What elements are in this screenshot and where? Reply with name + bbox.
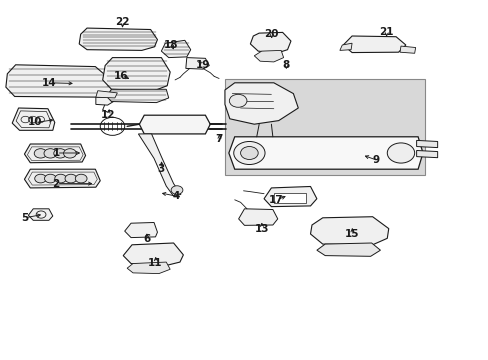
Circle shape [386,143,414,163]
Circle shape [65,174,77,183]
Text: 15: 15 [344,229,359,239]
Polygon shape [12,108,55,130]
Text: 6: 6 [143,234,150,244]
Circle shape [44,174,56,183]
Text: 4: 4 [172,191,180,201]
Text: 20: 20 [264,29,278,39]
Text: 7: 7 [215,134,223,144]
Polygon shape [310,217,388,245]
Polygon shape [123,243,183,266]
Polygon shape [106,89,168,103]
Circle shape [55,174,66,183]
Polygon shape [79,28,157,50]
Polygon shape [161,40,190,58]
Text: 13: 13 [254,224,268,234]
Circle shape [233,141,264,165]
Polygon shape [399,46,415,53]
Polygon shape [102,58,170,91]
Text: 14: 14 [41,78,56,88]
Text: 11: 11 [148,258,163,268]
Text: 10: 10 [28,117,42,127]
Circle shape [63,149,76,158]
Text: 21: 21 [378,27,393,37]
Polygon shape [138,134,181,196]
Text: 17: 17 [268,195,283,205]
Polygon shape [224,83,298,124]
Polygon shape [96,95,113,105]
Circle shape [240,147,258,159]
Polygon shape [24,144,85,163]
Text: 3: 3 [158,164,164,174]
Polygon shape [416,140,437,148]
Polygon shape [139,115,210,134]
Text: 12: 12 [100,110,115,120]
Polygon shape [24,169,100,188]
Circle shape [34,149,47,158]
Text: 22: 22 [115,17,129,27]
Polygon shape [238,209,277,225]
Text: 9: 9 [372,155,379,165]
Polygon shape [224,79,425,175]
Text: 5: 5 [21,213,28,223]
Polygon shape [343,36,405,53]
Polygon shape [185,58,209,69]
Polygon shape [96,91,117,98]
Polygon shape [6,65,115,97]
Text: 16: 16 [114,71,128,81]
Circle shape [44,149,57,158]
Polygon shape [316,243,380,256]
Polygon shape [28,209,53,220]
Circle shape [229,94,246,107]
Polygon shape [416,150,437,158]
Polygon shape [250,32,290,53]
Bar [273,193,305,203]
Text: 18: 18 [163,40,178,50]
Circle shape [35,174,46,183]
Circle shape [75,174,87,183]
Text: 8: 8 [282,60,289,70]
Polygon shape [339,43,351,50]
Text: 2: 2 [53,179,60,189]
Polygon shape [264,186,316,207]
Polygon shape [228,137,422,169]
Circle shape [171,186,183,194]
Polygon shape [127,262,170,274]
Polygon shape [124,222,157,238]
Text: 19: 19 [195,60,210,70]
Circle shape [54,149,66,158]
Text: 1: 1 [53,148,60,158]
Polygon shape [254,50,283,62]
